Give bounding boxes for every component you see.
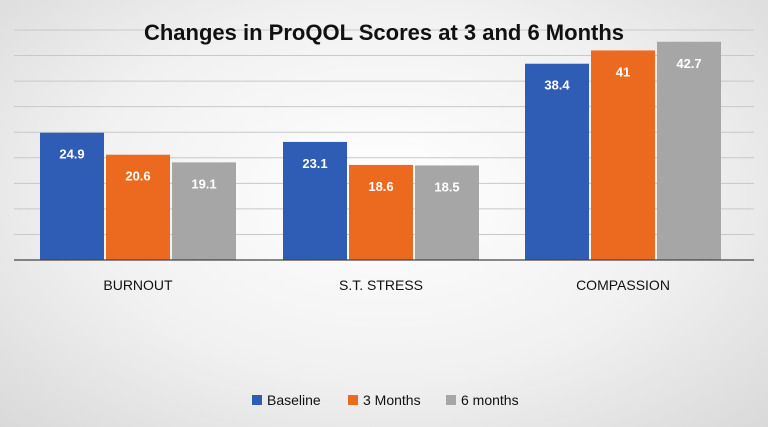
data-label: 38.4 <box>544 78 570 93</box>
data-label: 18.6 <box>368 179 393 194</box>
legend-swatch <box>446 395 456 405</box>
category-label: S.T. STRESS <box>339 277 423 293</box>
category-label: COMPASSION <box>576 277 670 293</box>
data-label: 18.5 <box>434 179 459 194</box>
data-label: 23.1 <box>302 156 327 171</box>
data-label: 19.1 <box>191 176 216 191</box>
bar-6-months-s-t-stress <box>415 165 479 260</box>
legend-label: Baseline <box>267 392 321 408</box>
bars: 24.9 20.6 19.1 23.1 18.6 18.5 38.4 41 42.7 <box>40 41 721 260</box>
data-label: 20.6 <box>125 169 150 184</box>
data-label: 24.9 <box>59 147 84 162</box>
bar-6-months-compassion <box>657 41 721 260</box>
chart-title: Changes in ProQOL Scores at 3 and 6 Mont… <box>144 20 624 45</box>
category-label: BURNOUT <box>103 277 173 293</box>
legend-label: 3 Months <box>363 392 421 408</box>
legend-swatch <box>252 395 262 405</box>
data-label: 42.7 <box>676 56 701 71</box>
data-label: 41 <box>616 64 630 79</box>
bar-baseline-compassion <box>525 63 589 260</box>
bar-baseline-s-t-stress <box>283 141 347 260</box>
legend: Baseline 3 Months 6 months <box>252 392 519 408</box>
bar-3-months-s-t-stress <box>349 164 413 260</box>
legend-label: 6 months <box>461 392 519 408</box>
bar-baseline-burnout <box>40 132 104 260</box>
bar-3-months-compassion <box>591 50 655 260</box>
bar-3-months-burnout <box>106 154 170 260</box>
category-labels: BURNOUT S.T. STRESS COMPASSION <box>103 277 670 293</box>
bar-6-months-burnout <box>172 162 236 260</box>
legend-swatch <box>348 395 358 405</box>
